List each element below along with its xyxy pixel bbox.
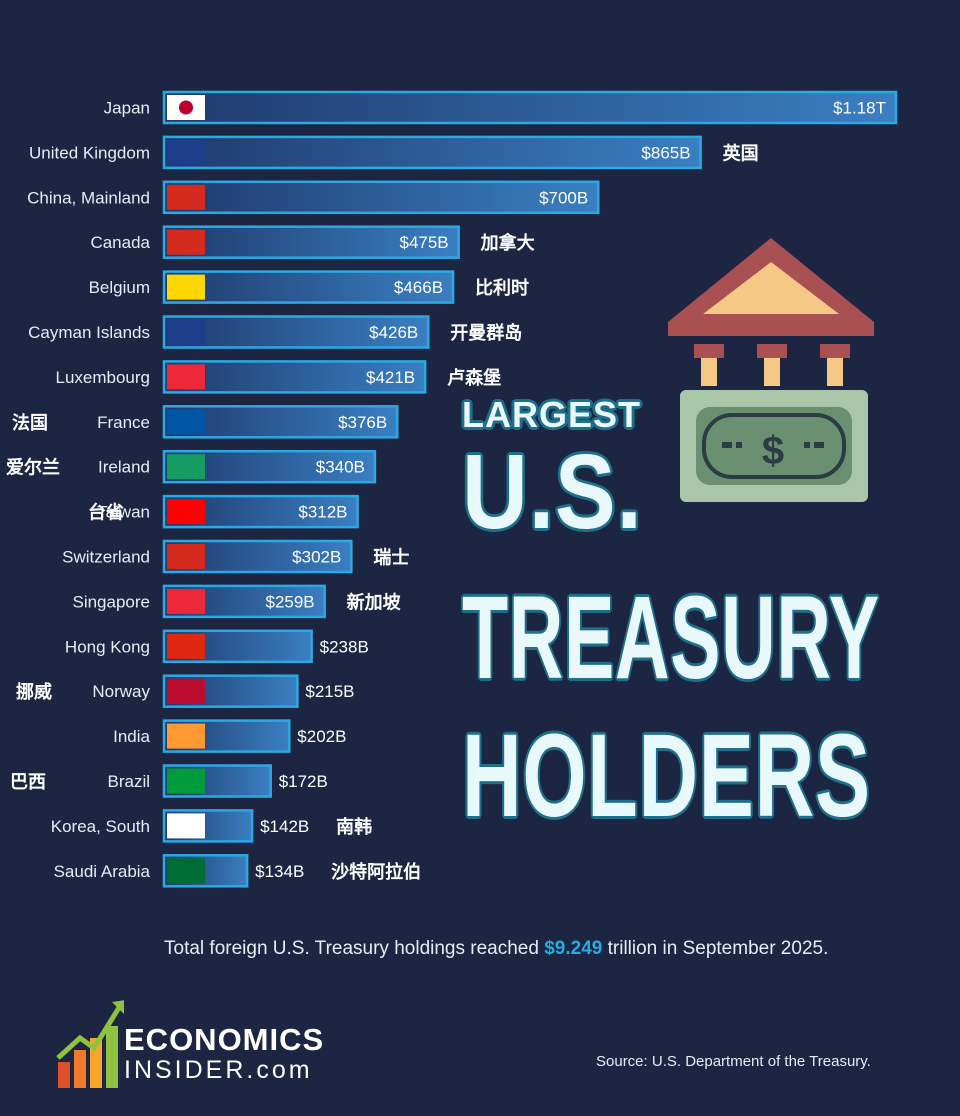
value-label-united-kingdom: $865B: [641, 143, 690, 162]
flag-japan-disc: [179, 100, 193, 115]
flag-hong-kong-icon: [167, 633, 205, 659]
value-label-brazil: $172B: [279, 772, 328, 791]
chinese-label-ireland: 爱尔兰: [6, 457, 60, 479]
flag-ireland-icon: [167, 454, 205, 480]
chart-title-line-3: TREASURY: [462, 572, 880, 704]
chart-title-line-2: U.S.: [462, 433, 643, 551]
chinese-label-france: 法国: [12, 412, 48, 434]
value-label-luxembourg: $421B: [366, 368, 415, 387]
footnote-highlight: $9.249: [544, 938, 603, 959]
chinese-label-canada: 加拿大: [480, 232, 535, 254]
flag-belgium-icon: [167, 274, 205, 300]
footnote-text-before: Total foreign U.S. Treasury holdings rea…: [164, 938, 545, 959]
flag-india-icon: [167, 723, 205, 749]
category-label-japan: Japan: [104, 99, 150, 118]
category-label-saudi-arabia: Saudi Arabia: [54, 862, 151, 881]
chinese-label-cayman-islands: 开曼群岛: [450, 322, 522, 344]
category-label-switzerland: Switzerland: [62, 548, 150, 567]
value-label-korea-south: $142B: [260, 817, 309, 836]
category-label-canada: Canada: [90, 233, 150, 252]
flag-luxembourg-icon: [167, 364, 205, 390]
dollar-bill-icon: $: [680, 390, 868, 502]
flag-switzerland-icon: [167, 544, 205, 569]
category-label-korea-south: Korea, South: [51, 817, 150, 836]
bar-luxembourg: [162, 360, 427, 394]
value-label-india: $202B: [297, 727, 346, 746]
bar-belgium: [162, 270, 455, 304]
chinese-label-belgium: 比利时: [475, 277, 529, 299]
value-label-taiwan: $312B: [298, 503, 347, 522]
value-label-canada: $475B: [399, 233, 448, 252]
value-label-cayman-islands: $426B: [369, 323, 418, 342]
source-note: Source: U.S. Department of the Treasury.: [596, 1053, 871, 1070]
category-label-taiwan: Taiwan: [97, 503, 150, 522]
chinese-label-taiwan: 台省: [88, 502, 124, 524]
chart-title-line-1: LARGEST: [462, 394, 642, 435]
category-label-china-mainland: China, Mainland: [27, 188, 150, 207]
value-label-france: $376B: [338, 413, 387, 432]
flag-singapore-icon: [167, 588, 205, 614]
category-label-norway: Norway: [92, 682, 150, 701]
chart-title-line-4: HOLDERS: [462, 710, 871, 842]
growth-chart-logo-icon: [56, 1000, 124, 1088]
value-label-belgium: $466B: [394, 278, 443, 297]
category-label-india: India: [113, 727, 150, 746]
chinese-label-luxembourg: 卢森堡: [447, 367, 501, 389]
flag-france-icon: [167, 409, 205, 435]
svg-text:$: $: [762, 429, 784, 473]
chinese-label-norway: 挪威: [16, 681, 52, 703]
flag-taiwan-icon: [167, 499, 205, 525]
category-label-cayman-islands: Cayman Islands: [28, 323, 150, 342]
value-label-singapore: $259B: [265, 592, 314, 611]
chinese-label-united-kingdom: 英国: [722, 142, 759, 164]
value-label-saudi-arabia: $134B: [255, 862, 304, 881]
bar-united-kingdom: [162, 135, 702, 170]
economics-insider-logo: ECONOMICS INSIDER.com: [54, 996, 344, 1092]
value-label-switzerland: $302B: [292, 548, 341, 567]
bar-cayman-islands: [162, 315, 430, 349]
value-label-norway: $215B: [305, 682, 354, 701]
flag-korea-south-icon: [167, 813, 205, 839]
flag-cayman-islands-icon: [167, 319, 205, 345]
value-label-hong-kong: $238B: [320, 637, 369, 656]
category-label-brazil: Brazil: [107, 772, 150, 791]
flag-norway-icon: [167, 678, 205, 704]
bank-building-icon: [668, 238, 874, 386]
flag-saudi-arabia-icon: [167, 858, 205, 884]
value-label-ireland: $340B: [316, 458, 365, 477]
value-label-japan: $1.18T: [833, 99, 886, 118]
flag-united-kingdom-icon: [167, 139, 205, 165]
value-label-china-mainland: $700B: [539, 188, 588, 207]
category-label-belgium: Belgium: [89, 278, 150, 297]
category-label-united-kingdom: United Kingdom: [29, 143, 150, 162]
category-label-ireland: Ireland: [98, 458, 150, 477]
chinese-label-singapore: 新加坡: [347, 591, 402, 613]
bar-japan: [162, 90, 898, 125]
logo-text-insider: INSIDER.com: [124, 1056, 313, 1084]
chinese-label-switzerland: 瑞士: [373, 548, 409, 569]
bar-canada: [162, 225, 460, 259]
bar-china-mainland: [162, 180, 600, 215]
category-label-luxembourg: Luxembourg: [55, 368, 150, 387]
flag-china-mainland-icon: [167, 184, 205, 210]
footnote-text-after: trillion in September 2025.: [602, 938, 829, 959]
category-label-singapore: Singapore: [72, 592, 150, 611]
flag-brazil-icon: [167, 768, 205, 794]
logo-text-economics: ECONOMICS: [124, 1022, 325, 1057]
flag-canada-icon: [167, 229, 205, 255]
category-label-france: France: [97, 413, 150, 432]
chinese-label-korea-south: 南韩: [336, 816, 372, 838]
chinese-label-brazil: 巴西: [10, 772, 46, 793]
footnote: Total foreign U.S. Treasury holdings rea…: [164, 938, 828, 960]
category-label-hong-kong: Hong Kong: [65, 637, 150, 656]
chinese-label-saudi-arabia: 沙特阿拉伯: [331, 861, 421, 883]
